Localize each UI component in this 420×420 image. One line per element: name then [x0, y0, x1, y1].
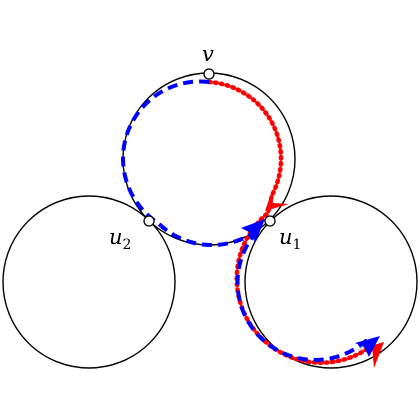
blue-arrowhead-top	[241, 219, 265, 243]
blue-arrowhead-bottom	[355, 336, 380, 357]
vertex-u2-label-main: u	[109, 225, 123, 249]
vertex-u1-marker	[264, 215, 276, 227]
right-circle	[244, 195, 418, 369]
vertex-v-marker	[203, 68, 215, 80]
blue-dashed-path	[121, 79, 373, 362]
vertex-u1-label-main: u	[279, 225, 293, 249]
red-arrowhead-bottom	[352, 342, 384, 368]
vertex-u1-label-sub: 1	[293, 237, 302, 253]
vertex-v-label: v	[202, 42, 214, 66]
red-arrowhead-top	[265, 191, 289, 211]
red-dotted-path	[206, 79, 377, 365]
vertex-u1-label: u1	[279, 225, 301, 253]
vertex-u2-label: u2	[109, 225, 131, 253]
vertex-u2-label-sub: 2	[123, 237, 132, 253]
left-circle	[2, 195, 176, 369]
vertex-u2-marker	[143, 215, 155, 227]
